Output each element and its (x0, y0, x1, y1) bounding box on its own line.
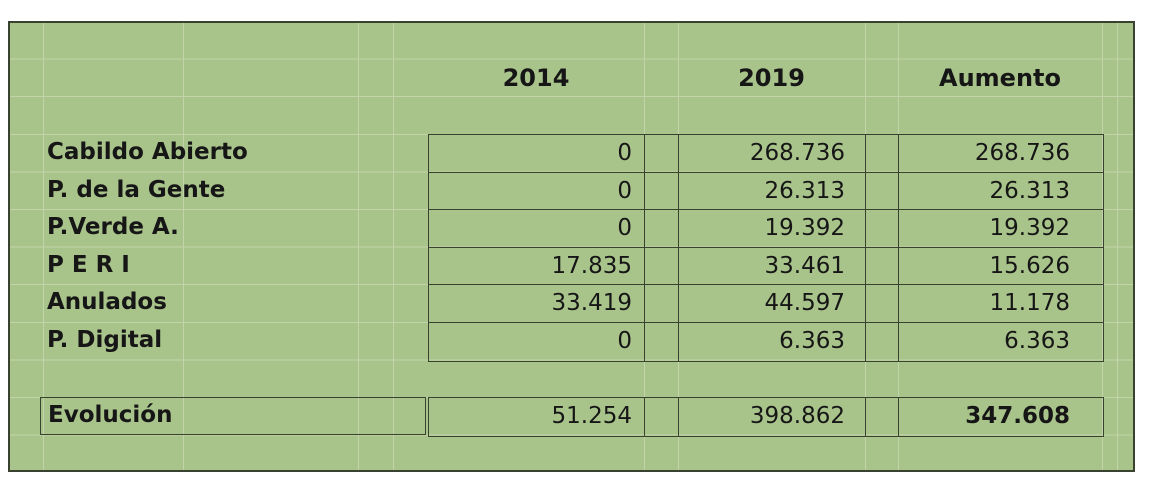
gridline-vertical (43, 23, 44, 470)
cell-2019[interactable]: 6.363 (679, 322, 866, 361)
cell-aumento[interactable]: 6.363 (1004, 327, 1070, 354)
cell-2019[interactable]: 268.736 (679, 135, 866, 173)
spacer-cell (866, 210, 899, 248)
spacer-cell (866, 398, 899, 436)
gridline-vertical (183, 23, 184, 470)
spacer-cell (645, 135, 679, 173)
row-label[interactable]: P.Verde A. (47, 214, 179, 241)
row-label[interactable]: Anulados (47, 289, 167, 316)
cell-2019[interactable]: 44.597 (679, 285, 866, 323)
cell-aumento[interactable]: 19.392 (899, 210, 1103, 248)
cell-aumento[interactable]: 268.736 (899, 135, 1103, 173)
total-cell-2019[interactable]: 398.862 (679, 398, 866, 436)
cell-2019[interactable]: 33.461 (679, 247, 866, 286)
column-header-2019[interactable]: 2019 (738, 64, 805, 92)
spacer-cell (866, 322, 899, 361)
row-label[interactable]: P. Digital (47, 327, 163, 353)
cell-2019[interactable]: 26.313 (679, 172, 866, 211)
cell-2014[interactable]: 0 (429, 135, 645, 173)
gridline-vertical (393, 23, 394, 470)
values-grid: 0 268.736 268.736 0 26.313 26.313 0 19.3… (428, 134, 1104, 362)
cell-aumento[interactable]: 15.626 (899, 248, 1103, 286)
spacer-cell (645, 398, 679, 436)
row-label[interactable]: P. de la Gente (47, 176, 226, 203)
spacer-cell (866, 172, 899, 211)
cell-2014[interactable]: 0 (429, 210, 645, 248)
spacer-cell (645, 247, 679, 286)
spreadsheet-panel: 2014 2019 Aumento Cabildo Abierto P. de … (8, 21, 1135, 472)
spacer-cell (866, 135, 899, 173)
cell-aumento[interactable]: 11.178 (899, 285, 1103, 323)
column-header-aumento[interactable]: Aumento (939, 64, 1061, 92)
spacer-cell (866, 247, 899, 286)
total-row-grid: 51.254 398.862 347.608 (428, 397, 1104, 437)
cell-2014[interactable]: 0 (429, 172, 645, 211)
gridline-vertical (1102, 23, 1103, 470)
spacer-cell (645, 172, 679, 211)
cell-2019[interactable]: 19.392 (679, 210, 866, 248)
row-label[interactable]: P E R I (47, 251, 130, 278)
total-row-label[interactable]: Evolución (40, 397, 426, 435)
spacer-cell (645, 285, 679, 323)
cell-2014[interactable]: 17.835 (429, 247, 645, 286)
row-label[interactable]: Cabildo Abierto (47, 139, 248, 165)
spacer-cell (866, 285, 899, 323)
gridline-vertical (358, 23, 359, 470)
spacer-cell (645, 322, 679, 361)
cell-2014[interactable]: 33.419 (429, 285, 645, 323)
gridline-vertical (1117, 23, 1118, 470)
column-header-2014[interactable]: 2014 (502, 64, 570, 92)
spacer-cell (645, 210, 679, 248)
total-cell-2014[interactable]: 51.254 (429, 398, 645, 436)
cell-2014[interactable]: 0 (429, 322, 645, 361)
total-cell-aumento[interactable]: 347.608 (965, 403, 1070, 429)
cell-aumento[interactable]: 26.313 (899, 173, 1103, 211)
